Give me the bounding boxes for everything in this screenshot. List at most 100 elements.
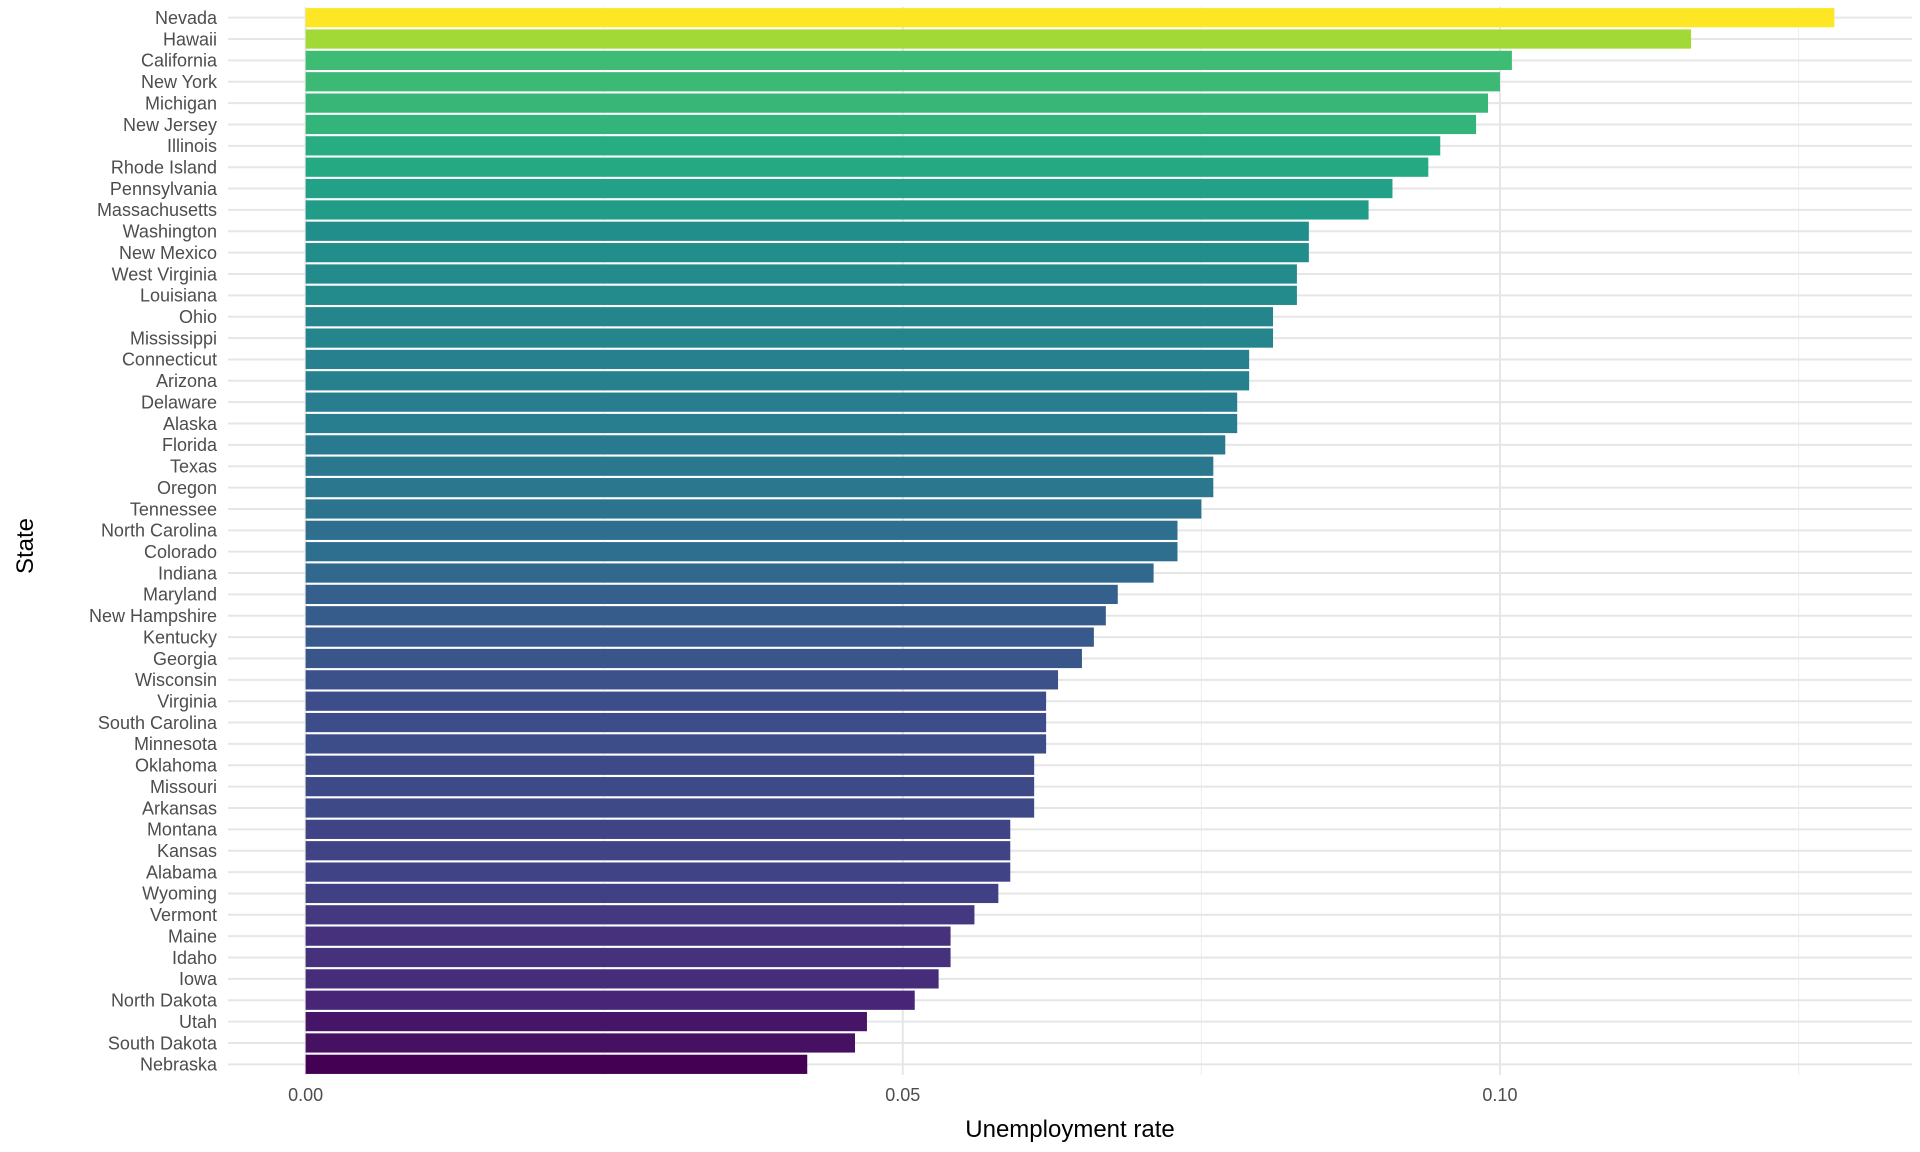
y-tick-label: Wyoming bbox=[142, 884, 217, 904]
bar-new-mexico bbox=[305, 243, 1309, 263]
y-tick-label: Colorado bbox=[144, 542, 217, 562]
y-tick-label: New York bbox=[141, 72, 218, 92]
bar-massachusetts bbox=[305, 200, 1369, 220]
x-tick-label: 0.10 bbox=[1482, 1085, 1517, 1105]
bar-south-carolina bbox=[305, 712, 1047, 733]
y-tick-label: Alabama bbox=[146, 862, 218, 882]
y-tick-label: Illinois bbox=[167, 136, 217, 156]
y-tick-label: Nebraska bbox=[140, 1055, 218, 1075]
y-tick-label: Pennsylvania bbox=[110, 179, 218, 199]
bar-kentucky bbox=[305, 627, 1094, 647]
bar-minnesota bbox=[305, 734, 1047, 754]
bar-nebraska bbox=[305, 1054, 808, 1074]
bar-kansas bbox=[305, 841, 1011, 861]
y-tick-label: Michigan bbox=[145, 93, 217, 113]
bar-utah bbox=[305, 1011, 867, 1032]
bar-west-virginia bbox=[305, 264, 1297, 284]
y-tick-label: Vermont bbox=[150, 905, 217, 925]
bar-montana bbox=[305, 819, 1011, 839]
y-tick-label: Maryland bbox=[143, 585, 217, 605]
bars bbox=[305, 8, 1835, 1074]
bar-wyoming bbox=[305, 883, 999, 904]
bar-maryland bbox=[305, 584, 1118, 605]
bar-indiana bbox=[305, 563, 1154, 583]
y-tick-label: New Jersey bbox=[123, 115, 217, 135]
x-tick-labels: 0.00 0.05 0.10 bbox=[288, 1085, 1517, 1105]
y-tick-label: Hawaii bbox=[163, 29, 217, 49]
x-tick-label: 0.00 bbox=[288, 1085, 323, 1105]
bar-alaska bbox=[305, 413, 1238, 434]
y-tick-label: Oregon bbox=[157, 478, 217, 498]
bar-iowa bbox=[305, 969, 939, 989]
bar-hawaii bbox=[305, 29, 1692, 49]
y-tick-label: Virginia bbox=[157, 692, 218, 712]
y-tick-label: Texas bbox=[170, 457, 217, 477]
bar-south-dakota bbox=[305, 1033, 856, 1053]
bar-oregon bbox=[305, 477, 1214, 498]
bar-texas bbox=[305, 456, 1214, 476]
bar-missouri bbox=[305, 777, 1035, 797]
bar-pennsylvania bbox=[305, 178, 1393, 199]
y-tick-label: Arizona bbox=[156, 371, 218, 391]
y-tick-label: North Dakota bbox=[111, 991, 218, 1011]
y-tick-label: Delaware bbox=[141, 392, 217, 412]
bar-georgia bbox=[305, 648, 1082, 669]
y-tick-label: New Hampshire bbox=[89, 606, 217, 626]
y-tick-label: Arkansas bbox=[142, 798, 217, 818]
bar-new-hampshire bbox=[305, 606, 1106, 626]
bar-maine bbox=[305, 926, 951, 946]
bar-washington bbox=[305, 221, 1309, 241]
bar-virginia bbox=[305, 691, 1047, 711]
y-tick-label: South Carolina bbox=[98, 713, 218, 733]
y-tick-label: Missouri bbox=[150, 777, 217, 797]
bar-mississippi bbox=[305, 328, 1274, 348]
bar-idaho bbox=[305, 947, 951, 968]
y-tick-label: North Carolina bbox=[101, 521, 218, 541]
y-tick-label: South Dakota bbox=[108, 1033, 218, 1053]
bar-north-dakota bbox=[305, 990, 915, 1010]
bar-new-jersey bbox=[305, 114, 1477, 135]
y-tick-label: Mississippi bbox=[130, 328, 217, 348]
bar-arkansas bbox=[305, 798, 1035, 818]
x-tick-label: 0.05 bbox=[885, 1085, 920, 1105]
bar-rhode-island bbox=[305, 157, 1429, 177]
bar-new-york bbox=[305, 72, 1500, 92]
bar-north-carolina bbox=[305, 520, 1178, 540]
bar-vermont bbox=[305, 905, 975, 925]
bar-illinois bbox=[305, 136, 1441, 156]
y-tick-label: Utah bbox=[179, 1012, 217, 1032]
y-tick-label: Wisconsin bbox=[135, 670, 217, 690]
y-axis-title: State bbox=[12, 518, 39, 574]
y-tick-label: Idaho bbox=[172, 948, 217, 968]
y-tick-label: Massachusetts bbox=[97, 200, 217, 220]
bar-nevada bbox=[305, 8, 1835, 28]
bar-ohio bbox=[305, 307, 1274, 327]
y-tick-label: Maine bbox=[168, 926, 217, 946]
y-tick-label: Louisiana bbox=[140, 286, 218, 306]
bar-colorado bbox=[305, 542, 1178, 562]
bar-florida bbox=[305, 435, 1226, 455]
y-tick-label: Washington bbox=[123, 222, 217, 242]
x-axis-title: Unemployment rate bbox=[965, 1116, 1174, 1143]
y-tick-label: Nevada bbox=[155, 8, 218, 28]
y-tick-label: West Virginia bbox=[112, 264, 218, 284]
bar-wisconsin bbox=[305, 670, 1059, 690]
bar-oklahoma bbox=[305, 755, 1035, 775]
bar-delaware bbox=[305, 392, 1238, 412]
y-tick-label: Kentucky bbox=[143, 627, 217, 647]
y-tick-label: Georgia bbox=[153, 649, 218, 669]
bar-tennessee bbox=[305, 499, 1202, 519]
bar-louisiana bbox=[305, 285, 1297, 305]
y-tick-label: Connecticut bbox=[122, 350, 217, 370]
bar-arizona bbox=[305, 371, 1250, 391]
y-tick-label: Oklahoma bbox=[135, 756, 218, 776]
y-tick-label: California bbox=[141, 51, 218, 71]
y-tick-label: Rhode Island bbox=[111, 158, 217, 178]
y-tick-label: Minnesota bbox=[134, 734, 218, 754]
bar-connecticut bbox=[305, 349, 1250, 370]
y-tick-label: Ohio bbox=[179, 307, 217, 327]
y-tick-label: Tennessee bbox=[130, 499, 217, 519]
y-tick-label: Montana bbox=[147, 820, 218, 840]
